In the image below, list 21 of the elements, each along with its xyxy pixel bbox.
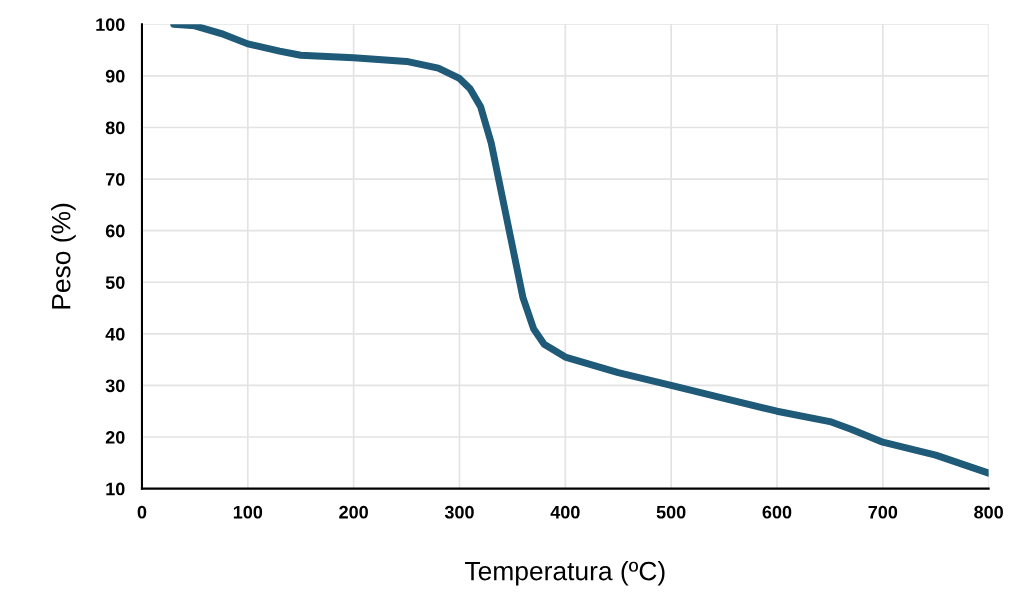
x-axis-title: Temperatura (ºC) <box>465 561 665 586</box>
x-tick-label: 800 <box>974 505 1003 519</box>
y-tick-label: 40 <box>105 327 125 341</box>
x-tick-label: 500 <box>656 505 686 519</box>
x-tick-label: 300 <box>444 505 474 519</box>
x-tick-label: 700 <box>868 505 898 519</box>
y-tick-label: 60 <box>105 224 125 238</box>
x-tick-label: 400 <box>550 505 580 519</box>
y-tick-label: 80 <box>105 121 125 135</box>
y-tick-label: 90 <box>105 69 125 83</box>
y-tick-label: 100 <box>96 18 125 31</box>
x-tick-label: 100 <box>233 505 263 519</box>
y-tick-label: 30 <box>105 379 125 393</box>
x-tick-label: 200 <box>339 505 368 519</box>
x-tick-label: 0 <box>137 505 147 519</box>
y-axis-title: Peso (%) <box>51 203 76 309</box>
x-tick-label: 600 <box>762 505 792 519</box>
y-tick-label: 10 <box>106 482 125 496</box>
y-tick-label: 20 <box>105 430 125 444</box>
y-tick-label: 70 <box>105 173 125 186</box>
y-tick-label: 50 <box>105 276 125 289</box>
